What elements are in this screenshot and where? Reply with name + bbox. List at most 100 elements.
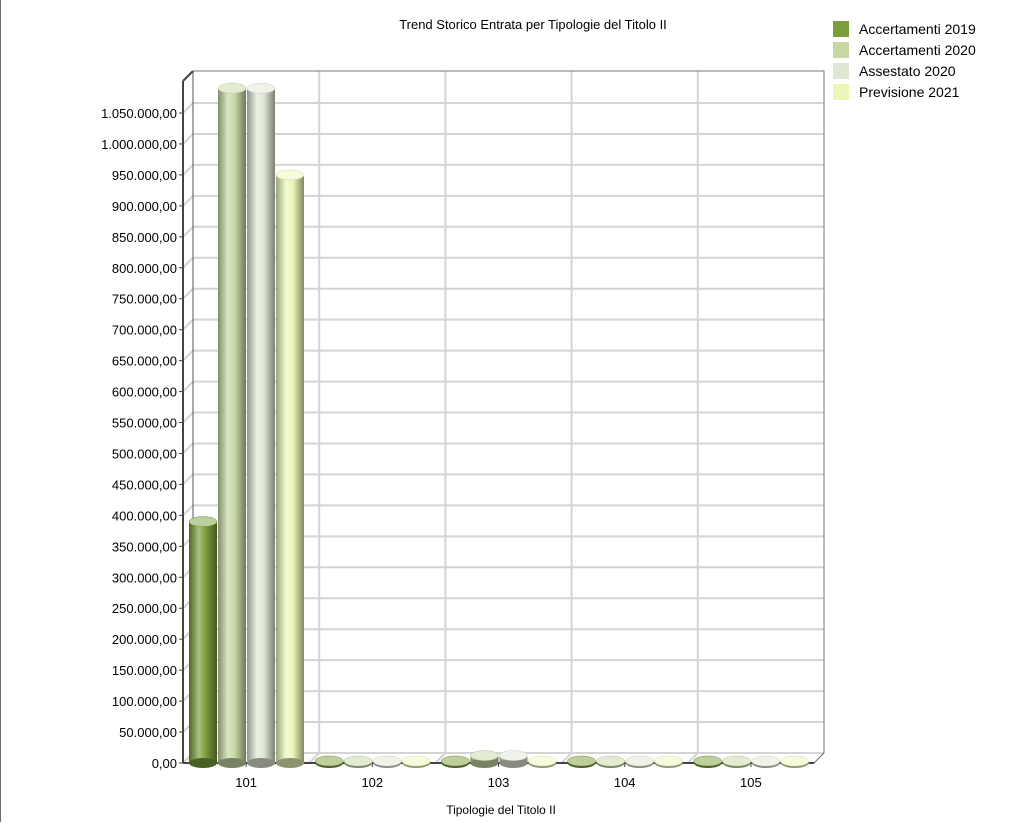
gridline-side (182, 226, 194, 238)
bar-top (314, 755, 344, 767)
y-tick-label: 750.000,00 (112, 292, 177, 307)
bar-top (596, 755, 625, 767)
bar-base (247, 758, 275, 768)
legend-swatch (833, 41, 849, 58)
y-tick-label: 550.000,00 (112, 416, 177, 431)
gridline-side (182, 504, 194, 517)
gridline-side (182, 380, 194, 393)
bar (751, 755, 781, 768)
bar (625, 755, 654, 768)
gridline-side (182, 164, 194, 176)
y-tick-label: 900.000,00 (112, 199, 177, 214)
y-tick-label: 50.000,00 (119, 725, 177, 740)
bar-base (276, 758, 304, 768)
gridline-side (182, 411, 194, 424)
y-tick-label: 500.000,00 (112, 446, 177, 461)
bar-top (188, 516, 218, 527)
legend-swatch (833, 62, 849, 79)
bar-top (625, 755, 654, 767)
bar-base (470, 758, 499, 768)
gridline-side (182, 133, 194, 145)
bar-top (567, 755, 596, 767)
legend-swatch (833, 83, 849, 100)
bar (188, 516, 218, 768)
gridline-side (182, 257, 194, 269)
gridline-side (182, 288, 194, 300)
chart-title: Trend Storico Entrata per Tipologie del … (399, 17, 667, 32)
bar-layer (188, 82, 810, 768)
bar-top (470, 750, 499, 761)
bar-top (343, 755, 373, 767)
bar-top (275, 169, 305, 181)
y-tick-label: 600.000,00 (112, 385, 177, 400)
y-tick-label: 100.000,00 (112, 694, 177, 709)
bar-top (372, 755, 402, 767)
legend-swatch (833, 20, 849, 37)
bar-top (722, 755, 752, 767)
y-tick-label: 400.000,00 (112, 508, 177, 523)
bar-body (276, 174, 304, 763)
bar-top (499, 750, 528, 761)
x-axis-title: Tipologie del Titolo II (446, 803, 556, 817)
y-tick-label: 300.000,00 (112, 570, 177, 585)
x-tick-label: 103 (488, 775, 510, 790)
bar (528, 755, 557, 768)
x-tick-label: 104 (614, 775, 636, 790)
gridline-side (182, 473, 194, 486)
bar (246, 82, 276, 768)
bar (470, 750, 499, 768)
bar-base (189, 758, 217, 768)
bar-body (218, 88, 246, 763)
bar (275, 169, 305, 768)
bar-top (751, 755, 781, 767)
y-tick-label: 950.000,00 (112, 168, 177, 183)
legend-label: Accertamenti 2020 (859, 41, 976, 58)
y-tick-label: 0,00 (152, 756, 177, 771)
bar-body (189, 521, 217, 763)
bar-top (246, 82, 276, 94)
bar-top (401, 755, 431, 767)
gridline-side (182, 442, 194, 455)
y-tick-label: 650.000,00 (112, 354, 177, 369)
bar-body (247, 88, 275, 763)
bar-top (693, 755, 723, 767)
gridline-side (182, 349, 194, 362)
gridline-side (182, 318, 194, 331)
y-tick-label: 800.000,00 (112, 261, 177, 276)
label-layer: 0,00 50.000,00 100.000,00 150.000,00 200.000… (101, 106, 762, 790)
y-tick-label: 200.000,00 (112, 632, 177, 647)
bar (567, 755, 596, 768)
gridline-floor (308, 752, 320, 764)
legend-label: Previsione 2021 (859, 83, 960, 100)
x-tick-label: 101 (235, 775, 257, 790)
y-tick-label: 250.000,00 (112, 601, 177, 616)
legend-item: Accertamenti 2019 (833, 18, 976, 39)
bar (596, 755, 625, 768)
bar-top (217, 82, 247, 94)
legend-label: Accertamenti 2019 (859, 20, 976, 37)
legend-item: Previsione 2021 (833, 81, 976, 102)
y-tick-label: 700.000,00 (112, 323, 177, 338)
bar-base (218, 758, 246, 768)
bar-top (780, 755, 810, 767)
y-tick-label: 350.000,00 (112, 539, 177, 554)
legend-label: Assestato 2020 (859, 62, 956, 79)
bar (343, 755, 373, 768)
y-tick-label: 850.000,00 (112, 230, 177, 245)
gridline-floor (687, 752, 699, 764)
bar (722, 755, 752, 768)
bar (441, 755, 470, 768)
x-axis-right-cap (813, 752, 825, 764)
bar (693, 755, 723, 768)
bar-top (441, 755, 470, 767)
bar (217, 82, 247, 768)
plot-back-border (193, 70, 825, 753)
chart-legend: Accertamenti 2019 Accertamenti 2020 Assest… (833, 18, 976, 102)
gridline-side (182, 102, 194, 114)
y-tick-label: 1.050.000,00 (101, 106, 177, 121)
x-tick-label: 102 (361, 775, 383, 790)
bar-base (499, 758, 528, 768)
gridline-floor (560, 752, 573, 764)
